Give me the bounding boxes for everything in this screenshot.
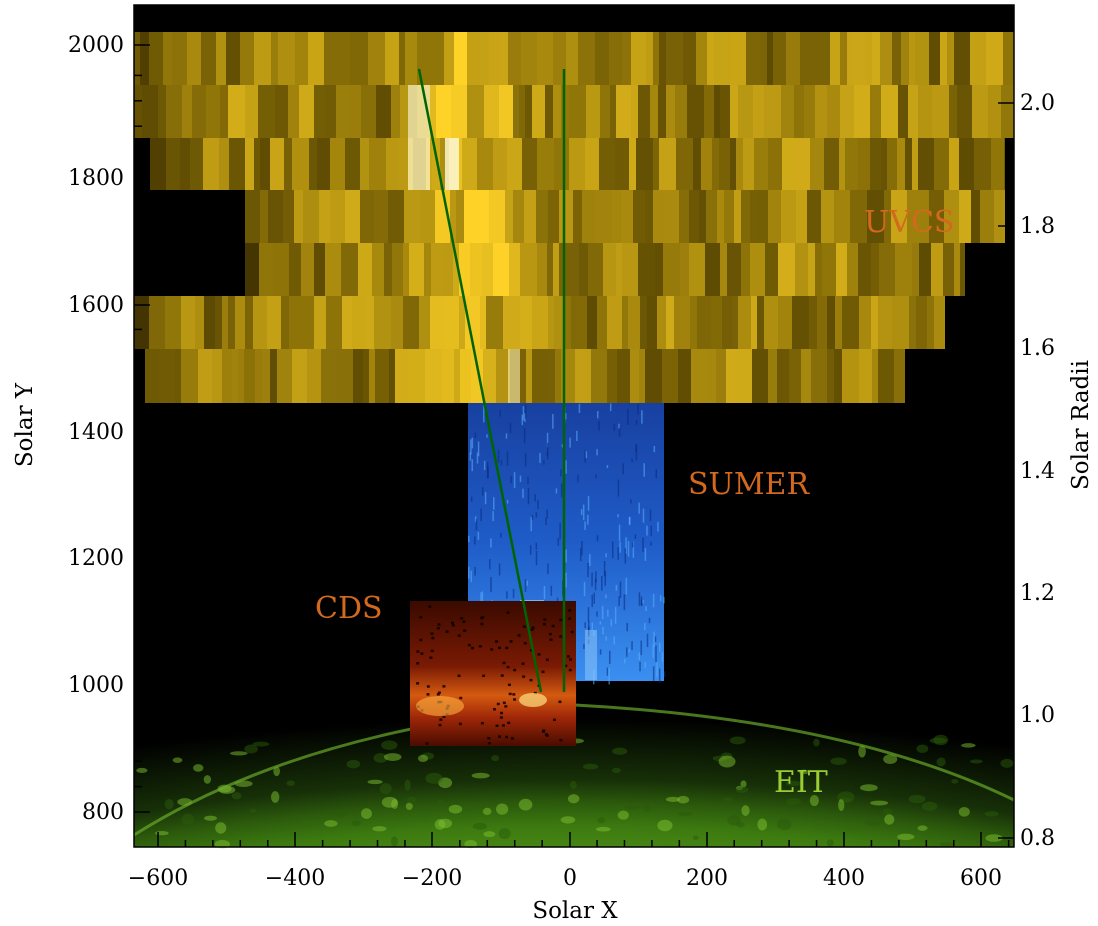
y2-tick-labels: 0.8 1.0 1.2 1.4 1.6 1.8 2.0 [1020,91,1055,851]
eit-label: EIT [774,765,828,800]
x-tick-label: 0 [563,866,577,891]
y-tick-label: 1200 [68,546,124,571]
plot-frame [133,4,1015,848]
sumer-label: SUMER [688,467,810,502]
y-tick-label: 1800 [68,166,124,191]
y-tick-label: 1600 [68,293,124,318]
cds-map [410,601,576,746]
x-tick-label: 600 [960,866,1002,891]
y-tick-labels: 800 1000 1200 1400 1600 1800 2000 [68,33,124,825]
line-of-sight-slanted [417,68,543,693]
x-axis-label: Solar X [532,898,618,924]
x-tick-label: −400 [265,866,325,891]
y-tick-label: 2000 [68,33,124,58]
y2-tick-label: 1.0 [1020,703,1055,728]
x-tick-label: 400 [823,866,865,891]
x-tick-label: −600 [128,866,188,891]
x-tick-labels: −600 −400 −200 0 200 400 600 [128,866,1002,891]
cds-label: CDS [315,591,383,626]
y-tick-label: 1000 [68,673,124,698]
y-tick-label: 1400 [68,420,124,445]
uvcs-label: UVCS [864,205,954,240]
y2-tick-label: 1.4 [1020,459,1055,484]
y2-axis-label: Solar Radii [1068,360,1094,490]
y2-tick-label: 2.0 [1020,91,1055,116]
x-tick-label: −200 [402,866,462,891]
eit-disk-texture [133,703,1015,849]
y2-tick-label: 1.2 [1020,581,1055,606]
axis-ticks [134,5,1014,847]
x-tick-label: 200 [686,866,728,891]
y-axis-label: Solar Y [12,382,38,467]
y2-tick-label: 1.8 [1020,214,1055,239]
y2-tick-label: 1.6 [1020,336,1055,361]
y2-tick-label: 0.8 [1020,826,1055,851]
y-tick-label: 800 [82,800,124,825]
uvcs-map [134,32,1014,403]
